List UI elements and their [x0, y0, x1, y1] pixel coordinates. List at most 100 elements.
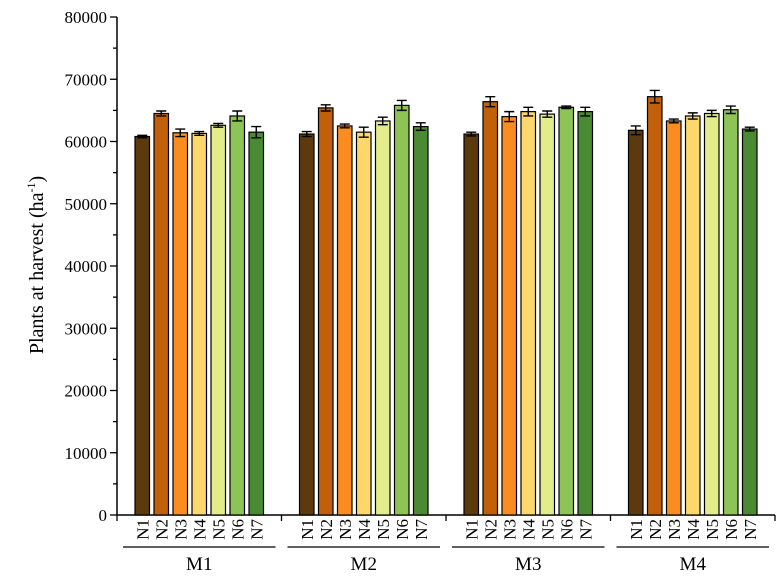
- bar-M2-N2: [317, 107, 334, 516]
- x-sub-label: N4: [684, 519, 703, 540]
- bar-M3-N2: [482, 101, 499, 516]
- error-bar: [561, 105, 572, 110]
- bar-M1-N5: [210, 124, 227, 516]
- bar-M4-N4: [684, 115, 701, 516]
- bar-M4-N6: [722, 109, 739, 516]
- y-axis: 0 10000 20000 30000 40000 50000 60000 70000 8000…: [65, 8, 118, 525]
- error-bar: [485, 95, 496, 108]
- error-bar: [504, 110, 515, 123]
- bar-M3-N3: [501, 115, 518, 516]
- error-bar: [156, 110, 167, 117]
- error-bar: [377, 116, 388, 126]
- error-bar: [466, 131, 477, 137]
- x-group-label: M2: [351, 554, 377, 575]
- x-sub-label: N7: [741, 519, 760, 540]
- x-sub-label: N1: [298, 519, 317, 540]
- x-sub-label: N6: [557, 519, 576, 540]
- bar-M1-N4: [191, 132, 208, 516]
- error-bar: [744, 126, 755, 132]
- x-sub-label: N7: [247, 519, 266, 540]
- bar-M1-N1: [134, 135, 151, 516]
- y-tick-label: 20000: [65, 382, 108, 401]
- x-sub-label: N2: [646, 519, 665, 540]
- x-sub-label: N7: [576, 519, 595, 540]
- error-bar: [194, 130, 205, 136]
- y-tick-label: 70000: [65, 70, 108, 89]
- x-sub-label: N3: [500, 519, 519, 540]
- x-sub-label: N5: [703, 519, 722, 540]
- x-sub-label: N2: [152, 519, 171, 540]
- x-sub-label: N3: [336, 519, 355, 540]
- error-bar: [175, 128, 186, 138]
- y-axis-label: Plants at harvest (ha-1): [24, 176, 48, 354]
- x-group-label: M3: [515, 554, 541, 575]
- error-bar: [301, 130, 312, 138]
- error-bar: [396, 99, 407, 112]
- x-sub-label: N4: [355, 519, 374, 540]
- x-sub-label: N6: [393, 519, 412, 540]
- x-sub-label: N1: [627, 519, 646, 540]
- bar-M4-N2: [646, 96, 663, 516]
- x-sub-label: N3: [665, 519, 684, 540]
- bar-M3-N5: [539, 113, 556, 516]
- error-bar: [630, 125, 641, 136]
- error-bar: [580, 106, 591, 117]
- x-sub-label: N6: [722, 519, 741, 540]
- bars: [134, 89, 758, 516]
- bar-M2-N4: [355, 131, 372, 516]
- y-tick-label: 40000: [65, 257, 108, 276]
- y-tick-label: 80000: [65, 8, 108, 27]
- x-group-label: M4: [680, 554, 707, 575]
- bar-M2-N1: [298, 133, 315, 516]
- error-bar: [137, 134, 148, 139]
- bar-M2-N5: [374, 120, 391, 516]
- error-bar: [542, 110, 553, 118]
- bar-M2-N6: [393, 104, 410, 516]
- x-sub-label: N1: [133, 519, 152, 540]
- bar-M3-N4: [520, 111, 537, 516]
- error-bar: [232, 110, 243, 122]
- bar-M2-N3: [336, 125, 353, 516]
- bar-M1-N7: [248, 131, 265, 516]
- bar-M3-N7: [577, 111, 594, 516]
- error-bar: [687, 112, 698, 120]
- y-tick-label: 60000: [65, 133, 108, 152]
- error-bar: [320, 104, 331, 112]
- bar-M3-N1: [463, 133, 480, 516]
- x-sub-label: N5: [209, 519, 228, 540]
- bar-M1-N2: [153, 112, 170, 516]
- error-bar: [649, 89, 660, 104]
- x-sub-label: N5: [538, 519, 557, 540]
- bar-M4-N1: [627, 129, 644, 516]
- y-tick-label: 10000: [65, 444, 108, 463]
- x-sub-label: N7: [412, 519, 431, 540]
- bar-M4-N7: [741, 128, 758, 516]
- error-bar: [725, 105, 736, 115]
- x-sub-label: N4: [519, 519, 538, 540]
- x-group-label: M1: [186, 554, 212, 575]
- bar-M1-N3: [172, 132, 189, 516]
- error-bar: [668, 118, 679, 124]
- x-sub-label: N1: [462, 519, 481, 540]
- error-bar: [339, 123, 350, 129]
- error-bar: [358, 126, 369, 138]
- error-bar: [213, 122, 224, 128]
- y-tick-label: 50000: [65, 195, 108, 214]
- x-sub-label: N2: [317, 519, 336, 540]
- x-sub-label: N4: [190, 519, 209, 540]
- x-sub-label: N5: [374, 519, 393, 540]
- bar-M2-N7: [412, 125, 429, 516]
- error-bar: [251, 125, 262, 139]
- x-sub-label: N3: [171, 519, 190, 540]
- error-bar: [523, 106, 534, 117]
- error-bar: [706, 109, 717, 118]
- x-sub-label: N6: [228, 519, 247, 540]
- x-sub-label: N2: [481, 519, 500, 540]
- y-tick-label: 0: [99, 506, 108, 525]
- y-tick-label: 30000: [65, 319, 108, 338]
- bar-M1-N6: [229, 115, 246, 516]
- error-bar: [415, 122, 426, 131]
- bar-M4-N5: [703, 112, 720, 516]
